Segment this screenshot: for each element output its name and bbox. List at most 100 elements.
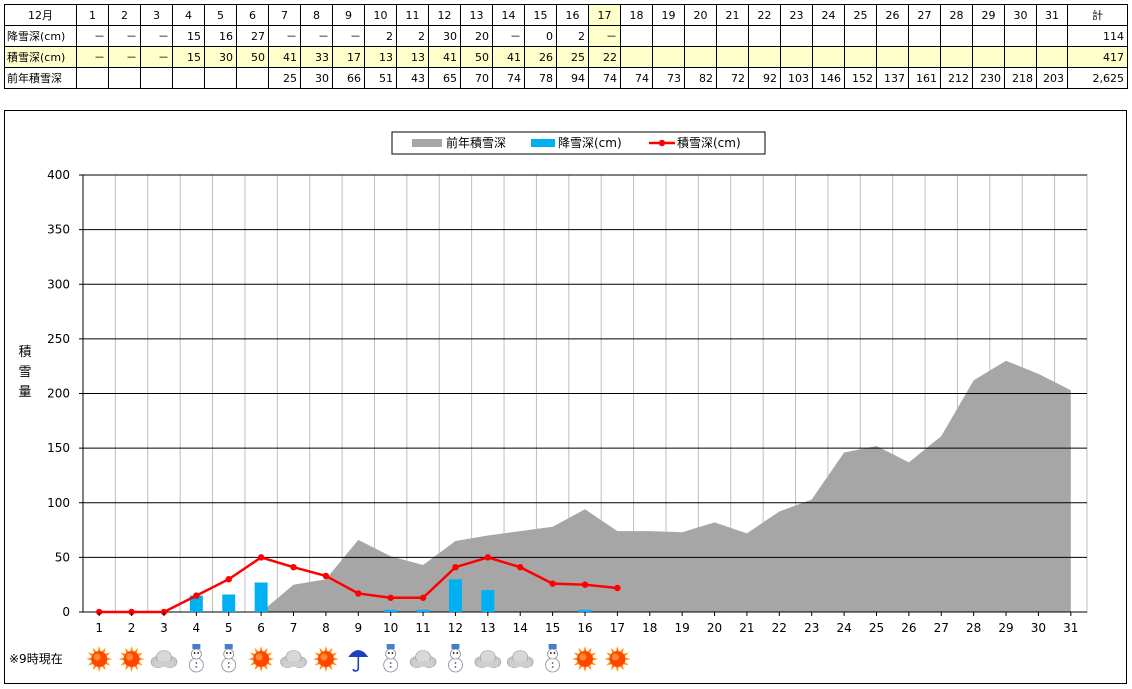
day-header: 31 bbox=[1036, 4, 1068, 26]
table-cell: 230 bbox=[972, 67, 1005, 89]
table-cell bbox=[204, 67, 237, 89]
sun-ray bbox=[573, 661, 579, 666]
snowfall-bar bbox=[416, 609, 430, 612]
row-label: 積雪深(cm) bbox=[4, 46, 77, 68]
snowman-eye bbox=[456, 652, 459, 654]
sun-highlight bbox=[126, 653, 134, 661]
table-cell: 72 bbox=[716, 67, 749, 89]
table-cell bbox=[812, 25, 845, 47]
x-tick-label: 23 bbox=[804, 621, 819, 635]
snowfall-bar bbox=[448, 579, 462, 612]
day-header: 15 bbox=[524, 4, 557, 26]
table-cell: 218 bbox=[1004, 67, 1037, 89]
snowman-eye bbox=[387, 652, 390, 654]
sun-ray bbox=[139, 657, 145, 661]
table-cell bbox=[876, 46, 909, 68]
legend-depth-marker bbox=[658, 139, 666, 147]
snowman-body bbox=[545, 657, 561, 673]
sun-ray bbox=[101, 665, 106, 671]
snowfall-bar bbox=[578, 609, 592, 612]
day-header: 6 bbox=[236, 4, 269, 26]
day-header: 5 bbox=[204, 4, 237, 26]
row-label: 降雪深(cm) bbox=[4, 25, 77, 47]
day-header: 30 bbox=[1004, 4, 1037, 26]
y-axis-title-char: 雪 bbox=[18, 365, 31, 380]
day-header: 4 bbox=[172, 4, 205, 26]
day-header: 29 bbox=[972, 4, 1005, 26]
legend-new-label: 降雪深(cm) bbox=[558, 136, 622, 150]
x-tick-label: 19 bbox=[675, 621, 690, 635]
snowman-eye bbox=[197, 652, 200, 654]
snowman-button bbox=[195, 662, 198, 664]
table-cell: 22 bbox=[588, 46, 621, 68]
sun-ray bbox=[92, 647, 97, 653]
sun-ray bbox=[625, 657, 631, 661]
snowman-head bbox=[450, 648, 461, 660]
cloud-base bbox=[153, 661, 174, 667]
table-cell: 78 bbox=[524, 67, 557, 89]
cloud-base bbox=[413, 661, 434, 667]
snowman-head bbox=[385, 648, 397, 660]
sun-icon bbox=[572, 646, 598, 672]
x-tick-label: 20 bbox=[707, 621, 722, 635]
x-tick-label: 18 bbox=[642, 621, 657, 635]
sun-ray bbox=[120, 661, 126, 666]
sun-ray bbox=[328, 647, 333, 653]
sun-ray bbox=[118, 657, 124, 661]
cloud-base bbox=[510, 661, 531, 667]
table-cell bbox=[620, 25, 653, 47]
table-cell: 2 bbox=[556, 25, 589, 47]
sun-highlight bbox=[255, 653, 263, 661]
sun-ray bbox=[332, 661, 338, 666]
row-total: 114 bbox=[1067, 25, 1128, 47]
table-cell: － bbox=[76, 46, 109, 68]
table-cell: － bbox=[140, 25, 173, 47]
day-header: 27 bbox=[908, 4, 941, 26]
table-cell: 41 bbox=[268, 46, 301, 68]
sun-ray bbox=[604, 657, 610, 661]
snowman-hat bbox=[192, 644, 201, 649]
x-tick-label: 1 bbox=[95, 621, 103, 635]
snowman-body bbox=[221, 657, 237, 673]
y-tick-label: 250 bbox=[47, 332, 70, 346]
snowfall-bar bbox=[222, 594, 236, 612]
snow-depth-point bbox=[419, 594, 427, 601]
day-header: 12 bbox=[428, 4, 461, 26]
table-cell bbox=[652, 46, 685, 68]
day-header: 23 bbox=[780, 4, 813, 26]
table-cell: 25 bbox=[556, 46, 589, 68]
chart-panel: 0 50 100 150 200 250 300 350 400 1 2 3 4 5 6 7 8 9 10 11 12 1… bbox=[4, 110, 1127, 684]
table-cell: 30 bbox=[300, 67, 333, 89]
sun-highlight bbox=[93, 653, 101, 661]
sun-ray bbox=[101, 647, 106, 653]
sun-ray bbox=[610, 647, 615, 653]
snow-data-table-wrapper: 12月 1 2 3 4 5 6 7 8 9 10 11 12 13 14 15 16 17 18 19 20 21 22 23… bbox=[4, 4, 1128, 89]
x-tick-label: 6 bbox=[257, 621, 265, 635]
table-cell: 74 bbox=[620, 67, 653, 89]
x-tick-label: 12 bbox=[448, 621, 463, 635]
table-row: 降雪深(cm) －－－ 15 16 27 －－－ 2 2 30 20 － 0 2 － 114 bbox=[4, 25, 1128, 47]
sun-ray bbox=[254, 647, 259, 653]
table-cell: 74 bbox=[588, 67, 621, 89]
sun-ray bbox=[312, 657, 319, 661]
table-cell: 92 bbox=[748, 67, 781, 89]
sun-ray bbox=[107, 657, 113, 661]
cloud-icon bbox=[506, 650, 534, 668]
snowman-icon bbox=[383, 644, 399, 673]
sun-ray bbox=[105, 652, 111, 657]
day-header: 18 bbox=[620, 4, 653, 26]
snowman-head bbox=[190, 648, 202, 660]
table-cell: 146 bbox=[812, 67, 845, 89]
sun-highlight bbox=[579, 653, 587, 661]
sun-ray bbox=[572, 657, 578, 661]
sun-ray bbox=[87, 652, 94, 657]
snowman-eye bbox=[452, 652, 455, 654]
row-label: 前年積雪深 bbox=[4, 67, 77, 89]
sun-ray bbox=[314, 652, 320, 657]
snowman-body bbox=[383, 657, 399, 673]
table-cell bbox=[140, 67, 173, 89]
x-tick-label: 24 bbox=[836, 621, 851, 635]
x-tick-label: 16 bbox=[577, 621, 592, 635]
snowman-button bbox=[195, 666, 198, 668]
sun-ray bbox=[137, 661, 143, 666]
